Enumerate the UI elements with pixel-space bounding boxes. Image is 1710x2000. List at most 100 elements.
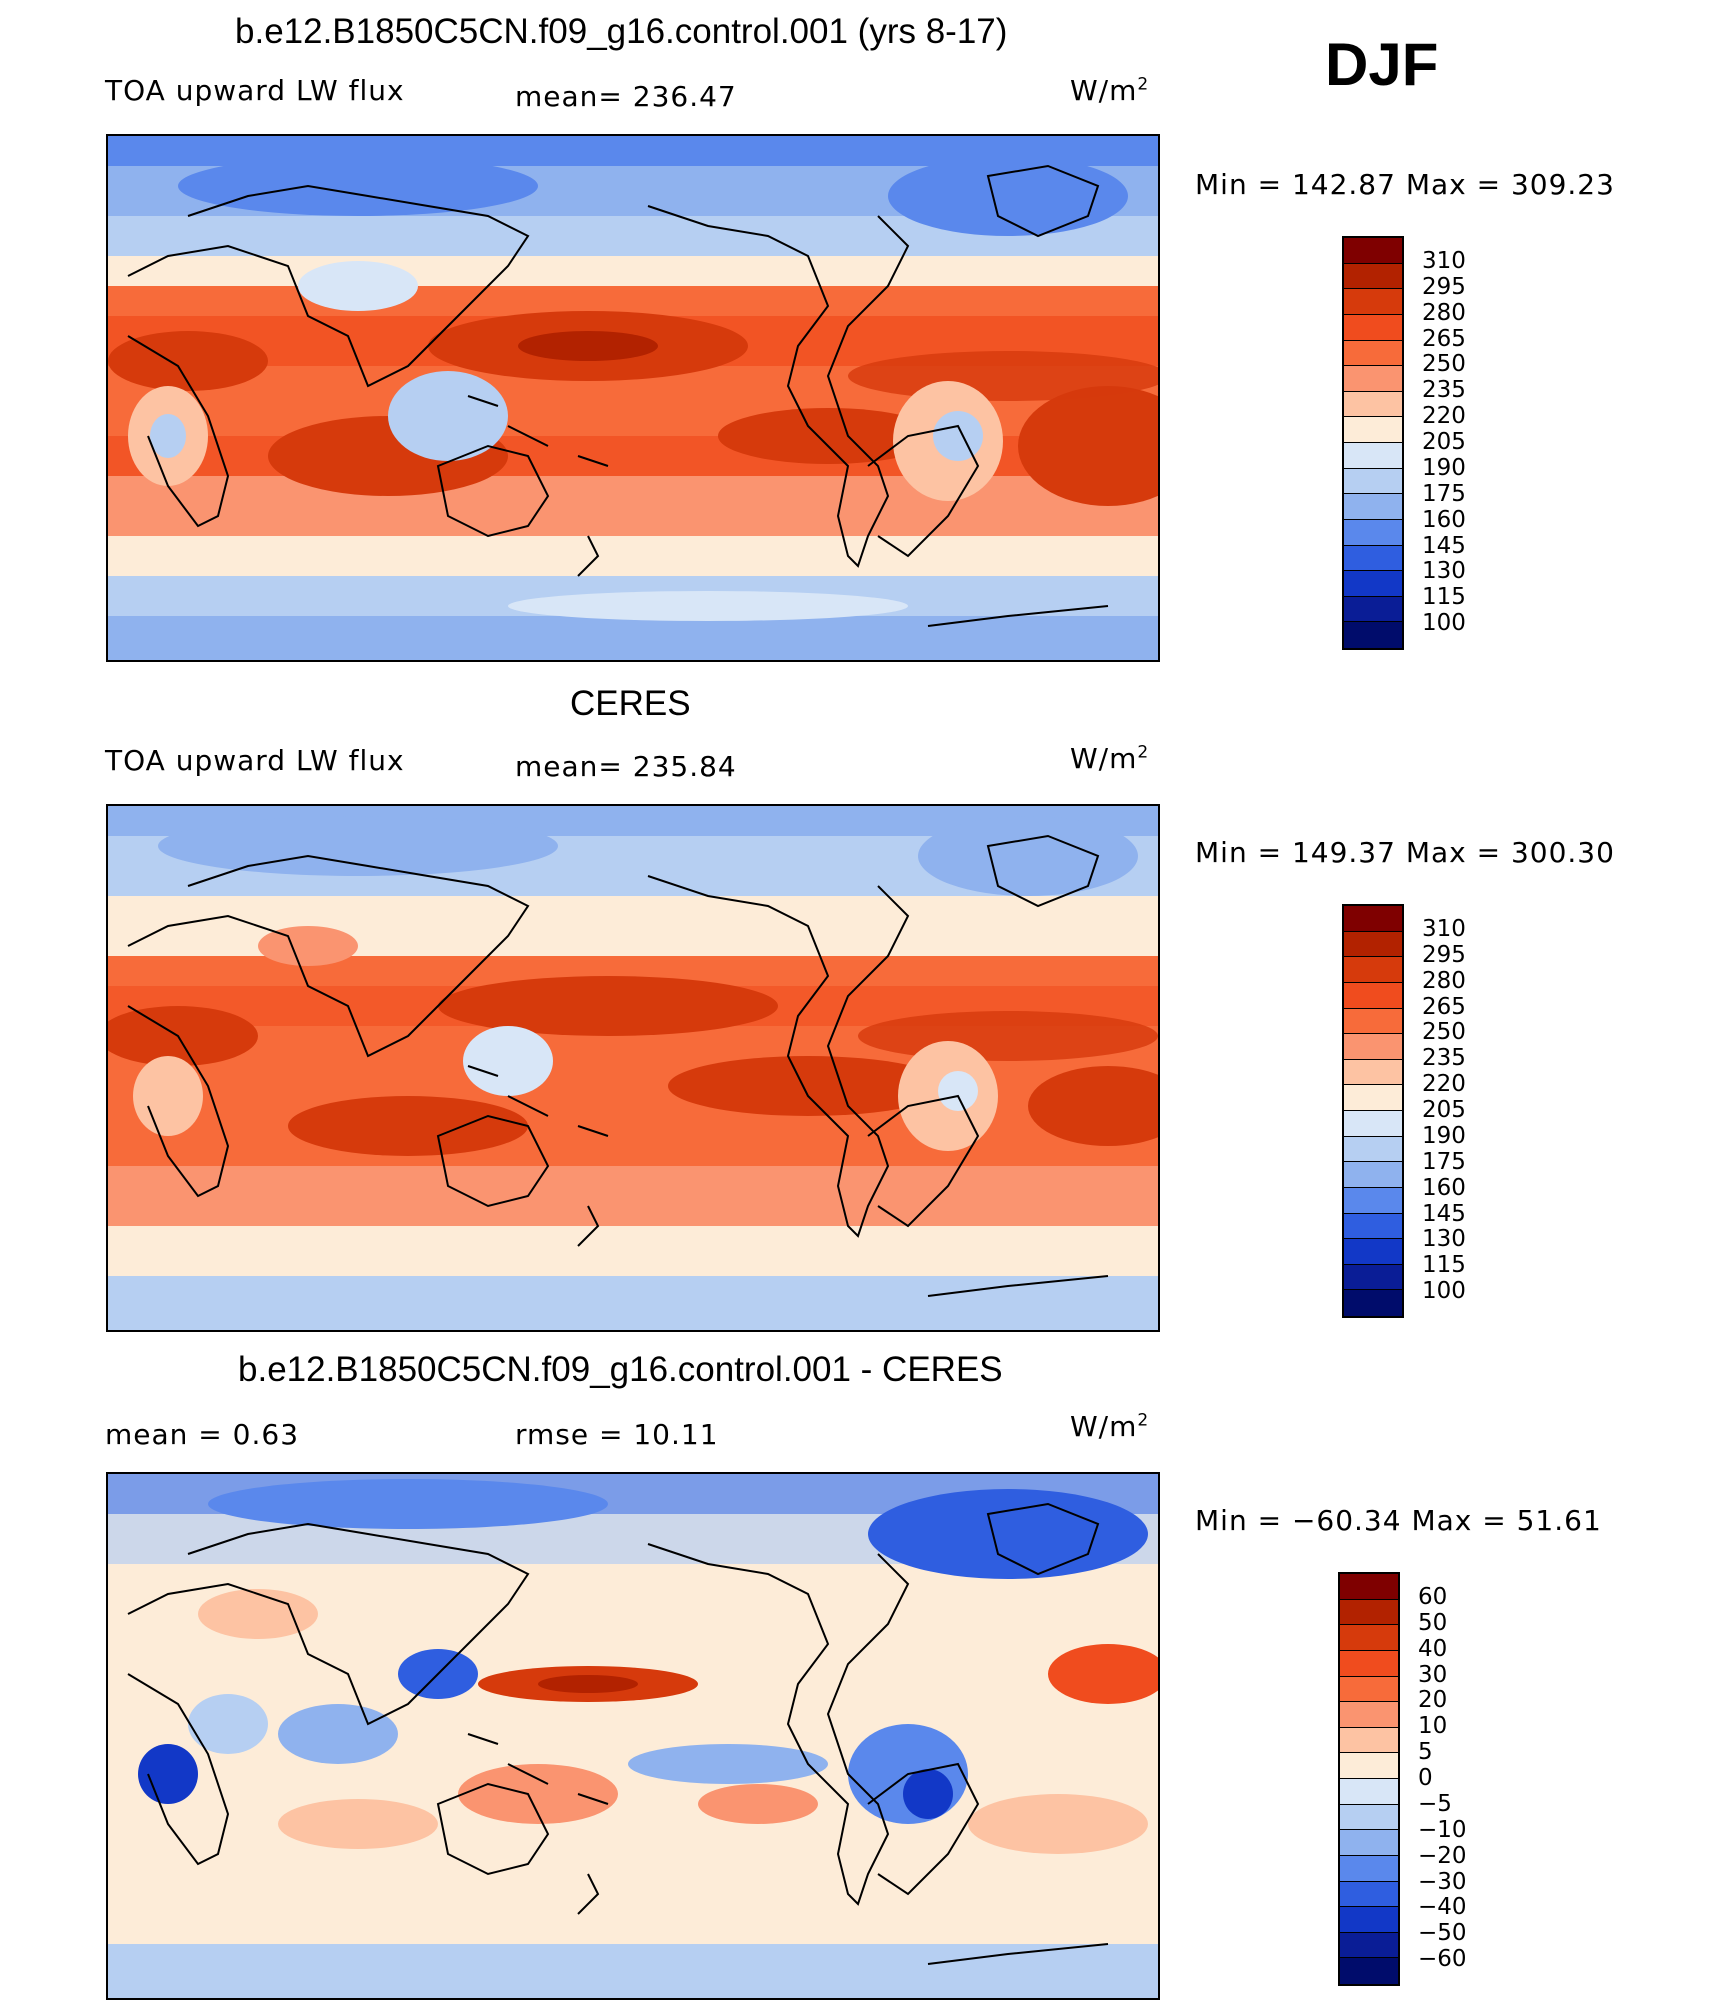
colorbar-swatch — [1340, 1599, 1398, 1626]
minmax-label: Min = 142.87 Max = 309.23 — [1195, 168, 1615, 201]
colorbar-tick-label: 220 — [1422, 403, 1466, 430]
colorbar-swatch — [1340, 1702, 1398, 1728]
colorbar-tick-label: −60 — [1418, 1946, 1467, 1973]
units-label: W/m2 — [1070, 1410, 1150, 1443]
contour-map — [106, 804, 1160, 1332]
colorbar-labels: 310 295 280 265 250 235 220 205 190 175 160 145 130 1… — [1422, 236, 1502, 650]
colorbar-swatch — [1340, 1830, 1398, 1856]
colorbar-swatch — [1344, 1136, 1402, 1163]
colorbar-labels: 60 50 40 30 20 10 5 0 −5 −10 −20 −30 −40 −50 −60 — [1418, 1572, 1498, 1986]
colorbar-swatch — [1344, 519, 1402, 546]
colorbar-tick-label: 50 — [1418, 1609, 1448, 1636]
colorbar-tick-label: 145 — [1422, 1200, 1466, 1227]
colorbar-tick-label: 235 — [1422, 1045, 1466, 1072]
colorbar-swatch — [1344, 906, 1402, 932]
colorbar-tick-label: 280 — [1422, 967, 1466, 994]
colorbar-swatch — [1344, 494, 1402, 520]
map-diff-svg — [108, 1474, 1158, 1998]
colorbar-tick-label: 295 — [1422, 941, 1466, 968]
colorbar-swatch — [1340, 1932, 1398, 1959]
colorbar-swatch — [1344, 263, 1402, 290]
colorbar-tick-label: 250 — [1422, 351, 1466, 378]
colorbar-tick-label: 10 — [1418, 1713, 1448, 1740]
colorbar-tick-label: 235 — [1422, 377, 1466, 404]
colorbar-tick-label: 310 — [1422, 915, 1466, 942]
colorbar-tick-label: −40 — [1418, 1894, 1467, 1921]
colorbar-swatch — [1344, 289, 1402, 315]
colorbar-tick-label: −10 — [1418, 1816, 1467, 1843]
colorbar-tick-label: −50 — [1418, 1920, 1467, 1947]
colorbar-tick-label: 205 — [1422, 429, 1466, 455]
colorbar-swatch — [1344, 957, 1402, 983]
colorbar-tick-label: 40 — [1418, 1635, 1448, 1662]
map-obs-svg — [108, 806, 1158, 1330]
colorbar-swatch — [1344, 366, 1402, 392]
colorbar-tick-label: 265 — [1422, 993, 1466, 1020]
colorbar-swatch — [1344, 1239, 1402, 1265]
minmax-label: Min = −60.34 Max = 51.61 — [1195, 1504, 1602, 1537]
colorbar-swatch — [1344, 1162, 1402, 1188]
colorbar-swatch — [1340, 1727, 1398, 1754]
colorbar-tick-label: 265 — [1422, 325, 1466, 352]
colorbar-swatch — [1344, 238, 1402, 264]
colorbar-tick-label: 175 — [1422, 1148, 1466, 1175]
colorbar-swatch — [1340, 1676, 1398, 1703]
colorbar-labels: 310 295 280 265 250 235 220 205 190 175 160 145 130 1… — [1422, 904, 1502, 1318]
colorbar — [1338, 1572, 1400, 1986]
colorbar-tick-label: 115 — [1422, 1252, 1466, 1279]
units-label: W/m2 — [1070, 74, 1150, 107]
colorbar-tick-label: 30 — [1418, 1661, 1448, 1688]
colorbar-tick-label: 175 — [1422, 480, 1466, 507]
colorbar-tick-label: 190 — [1422, 1122, 1466, 1149]
colorbar-swatch — [1344, 443, 1402, 469]
colorbar-swatch — [1344, 1187, 1402, 1214]
panel-title: b.e12.B1850C5CN.f09_g16.control.001 - CE… — [238, 1350, 1003, 1389]
colorbar-swatch — [1344, 340, 1402, 367]
colorbar-tick-label: 115 — [1422, 584, 1466, 611]
colorbar-swatch — [1344, 1213, 1402, 1240]
colorbar-swatch — [1344, 391, 1402, 418]
colorbar-swatch — [1340, 1855, 1398, 1882]
colorbar-tick-label: 0 — [1418, 1765, 1433, 1791]
colorbar — [1342, 904, 1404, 1318]
colorbar-tick-label: 220 — [1422, 1071, 1466, 1098]
colorbar-swatch — [1344, 982, 1402, 1009]
units-label: W/m2 — [1070, 742, 1150, 775]
panel-title: CERES — [570, 684, 691, 723]
colorbar-swatch — [1344, 417, 1402, 443]
colorbar-tick-label: 250 — [1422, 1019, 1466, 1046]
colorbar — [1342, 236, 1404, 650]
colorbar-tick-label: 60 — [1418, 1583, 1448, 1610]
colorbar-tick-label: 310 — [1422, 247, 1466, 274]
colorbar-tick-label: 130 — [1422, 558, 1466, 585]
colorbar-tick-label: 100 — [1422, 610, 1466, 637]
map-model-svg — [108, 136, 1158, 660]
colorbar-swatch — [1344, 314, 1402, 341]
rmse-label: rmse = 10.11 — [515, 1418, 719, 1451]
colorbar-swatch — [1340, 1907, 1398, 1933]
colorbar-tick-label: 205 — [1422, 1097, 1466, 1123]
variable-label: TOA upward LW flux — [105, 74, 405, 107]
colorbar-tick-label: 145 — [1422, 532, 1466, 559]
colorbar-swatch — [1344, 596, 1402, 623]
contour-map — [106, 1472, 1160, 2000]
colorbar-tick-label: 280 — [1422, 299, 1466, 326]
colorbar-swatch — [1340, 1625, 1398, 1651]
colorbar-swatch — [1344, 622, 1402, 648]
colorbar-swatch — [1340, 1779, 1398, 1805]
season-label: DJF — [1325, 31, 1439, 98]
colorbar-swatch — [1344, 931, 1402, 958]
colorbar-swatch — [1340, 1881, 1398, 1908]
colorbar-tick-label: 20 — [1418, 1687, 1448, 1714]
colorbar-tick-label: 295 — [1422, 273, 1466, 300]
colorbar-swatch — [1344, 1264, 1402, 1291]
colorbar-tick-label: 160 — [1422, 1174, 1466, 1201]
colorbar-tick-label: 160 — [1422, 506, 1466, 533]
minmax-label: Min = 149.37 Max = 300.30 — [1195, 836, 1615, 869]
contour-map — [106, 134, 1160, 662]
colorbar-swatch — [1344, 1290, 1402, 1316]
mean-label: mean = 0.63 — [105, 1418, 300, 1451]
colorbar-swatch — [1340, 1753, 1398, 1779]
colorbar-swatch — [1340, 1804, 1398, 1831]
colorbar-swatch — [1344, 1059, 1402, 1086]
